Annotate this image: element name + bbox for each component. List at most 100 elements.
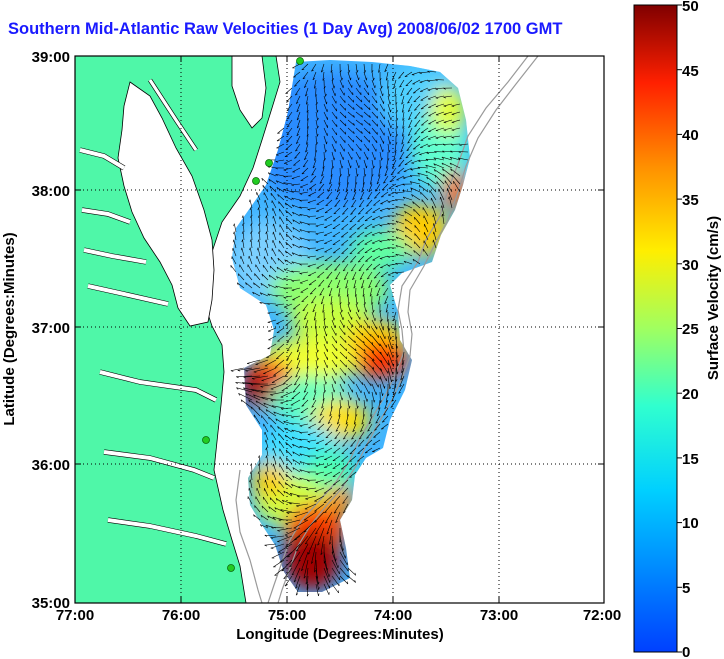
velocity-arrow-head xyxy=(385,310,389,313)
velocity-arrow xyxy=(355,135,363,143)
velocity-arrow-head xyxy=(394,94,397,97)
velocity-arrow xyxy=(236,375,253,377)
velocity-arrow-head xyxy=(305,498,308,500)
velocity-arrow xyxy=(350,255,357,263)
velocity-arrow xyxy=(358,439,365,447)
velocity-arrow xyxy=(315,103,318,113)
velocity-arrow-head xyxy=(284,259,287,263)
velocity-arrow xyxy=(295,535,309,552)
velocity-arrow-head xyxy=(293,580,297,583)
velocity-arrow xyxy=(276,351,285,360)
velocity-arrow xyxy=(315,359,318,369)
velocity-arrow xyxy=(355,295,358,305)
velocity-arrow xyxy=(248,487,253,497)
velocity-arrow-head xyxy=(451,144,454,146)
velocity-arrow xyxy=(306,487,317,490)
velocity-arrow-head xyxy=(361,190,364,193)
velocity-arrow-head xyxy=(363,341,365,344)
velocity-arrow xyxy=(387,87,390,97)
colorbar-label: Surface Velocity (cm/s) xyxy=(705,216,722,380)
velocity-arrow-head xyxy=(280,408,284,410)
velocity-arrow xyxy=(341,223,349,230)
velocity-arrow xyxy=(331,71,333,81)
velocity-arrow xyxy=(392,71,397,80)
velocity-arrow-head xyxy=(302,398,306,400)
y-axis-ticks: 39:00 38:00 37:00 36:00 35:00 xyxy=(32,49,70,612)
velocity-arrow-head xyxy=(418,185,421,188)
velocity-arrow xyxy=(429,190,437,201)
velocity-arrow xyxy=(367,423,373,432)
velocity-arrow xyxy=(385,391,389,403)
velocity-arrow-head xyxy=(335,558,337,562)
velocity-arrow-head xyxy=(291,573,295,576)
velocity-arrow-head xyxy=(233,231,235,235)
velocity-arrow-head xyxy=(299,221,302,224)
velocity-arrow xyxy=(283,490,293,497)
velocity-arrow-head xyxy=(374,429,377,431)
velocity-arrow xyxy=(252,291,261,297)
velocity-arrow xyxy=(402,190,413,193)
velocity-arrow xyxy=(333,207,341,215)
velocity-arrow-head xyxy=(307,216,310,218)
velocity-arrow-head xyxy=(257,207,259,211)
velocity-arrow xyxy=(355,71,359,81)
velocity-arrow-head xyxy=(305,94,308,97)
velocity-arrow-head xyxy=(395,236,398,240)
velocity-arrow-head xyxy=(401,102,404,105)
velocity-arrow-head xyxy=(240,247,243,251)
velocity-arrow xyxy=(259,223,261,233)
velocity-arrow xyxy=(301,551,309,571)
velocity-arrow xyxy=(378,167,381,177)
velocity-arrow-head xyxy=(295,149,298,152)
velocity-arrow-head xyxy=(345,115,347,119)
velocity-arrow xyxy=(393,311,397,321)
velocity-arrow xyxy=(251,389,269,393)
velocity-arrow-head xyxy=(264,479,266,483)
colorbar: 50 45 40 35 30 25 20 15 10 5 0 Surface V… xyxy=(633,0,722,659)
velocity-arrow-head xyxy=(243,387,246,390)
velocity-arrow xyxy=(277,426,285,433)
velocity-arrow-head xyxy=(373,77,375,81)
velocity-arrow xyxy=(345,183,349,193)
velocity-arrow xyxy=(245,367,261,371)
velocity-arrow xyxy=(275,174,285,177)
velocity-arrow xyxy=(406,87,413,95)
velocity-arrow-head xyxy=(345,286,348,289)
velocity-arrow xyxy=(441,205,445,217)
velocity-arrow xyxy=(371,79,376,89)
velocity-arrow-head xyxy=(450,150,453,153)
velocity-arrow xyxy=(306,135,309,145)
velocity-arrow xyxy=(315,95,317,105)
velocity-arrow-head xyxy=(443,105,447,107)
velocity-arrow xyxy=(379,239,389,242)
velocity-arrow-head xyxy=(307,441,311,443)
velocity-arrow-head xyxy=(404,243,407,246)
velocity-arrow xyxy=(334,431,341,439)
velocity-arrow-head xyxy=(371,406,374,410)
velocity-arrow-head xyxy=(396,134,398,137)
velocity-arrow xyxy=(322,303,325,313)
velocity-arrow xyxy=(301,167,309,175)
velocity-arrow-head xyxy=(291,191,294,193)
velocity-arrow-head xyxy=(335,429,339,432)
velocity-arrow-head xyxy=(360,429,363,432)
colorbar-tick-label: 10 xyxy=(682,515,699,532)
velocity-arrow-head xyxy=(283,182,286,185)
velocity-arrow xyxy=(323,135,327,145)
velocity-arrow-head xyxy=(260,386,263,388)
velocity-arrow-head xyxy=(340,406,342,409)
velocity-arrow-head xyxy=(286,457,288,461)
velocity-arrow-head xyxy=(342,261,345,263)
velocity-arrow-head xyxy=(433,169,436,172)
velocity-arrow xyxy=(356,231,365,238)
velocity-arrow xyxy=(315,519,325,535)
velocity-arrow xyxy=(311,399,317,408)
velocity-arrow xyxy=(422,207,429,217)
velocity-arrow-head xyxy=(334,269,337,271)
velocity-arrow xyxy=(264,359,277,367)
velocity-arrow xyxy=(342,439,349,447)
velocity-arrow xyxy=(396,175,405,181)
velocity-arrow xyxy=(295,367,301,378)
velocity-arrow-head xyxy=(344,430,347,433)
velocity-arrow-head xyxy=(350,261,353,263)
